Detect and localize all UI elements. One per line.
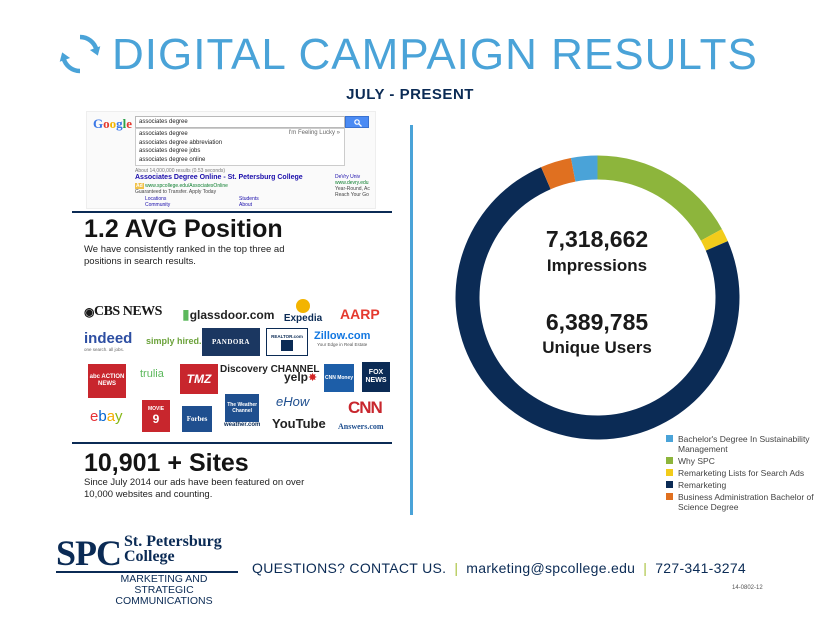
logo-fox-news: FOX NEWS xyxy=(362,362,390,392)
logo-indeed: indeed one search. all jobs. xyxy=(84,330,133,352)
logo-realtor: REALTOR.com xyxy=(266,328,308,356)
logo-cnn-money: CNN Money xyxy=(324,364,354,392)
logo-cnn: CNN xyxy=(348,398,383,417)
legend-item: Remarketing Lists for Search Ads xyxy=(666,468,816,478)
legend-swatch xyxy=(666,481,673,488)
impressions-value: 7,318,662 xyxy=(545,226,649,252)
stat-sites: 10,901 + Sites xyxy=(84,449,249,477)
vertical-divider xyxy=(410,125,413,515)
unique-users-label: Unique Users xyxy=(542,338,652,357)
legend-swatch xyxy=(666,457,673,464)
contact-phone[interactable]: 727-341-3274 xyxy=(655,560,746,576)
google-logo: Google xyxy=(93,116,133,131)
page-subtitle: JULY - PRESENT xyxy=(346,86,474,103)
donut-slice xyxy=(541,158,576,190)
refresh-icon xyxy=(59,34,101,74)
legend-item: Remarketing xyxy=(666,480,816,490)
logo-tmz: TMZ xyxy=(180,364,218,394)
stat-sites-desc: Since July 2014 our ads have been featur… xyxy=(84,477,305,500)
logo-youtube: YouTube xyxy=(272,416,326,431)
donut-slice xyxy=(570,155,598,182)
page-title: DIGITAL CAMPAIGN RESULTS xyxy=(112,30,758,79)
logo-yelp: yelp ✸ xyxy=(284,370,318,384)
logo-discovery: Discovery CHANNEL xyxy=(220,364,320,375)
spc-department: MARKETING AND STRATEGIC COMMUNICATIONS xyxy=(115,573,213,607)
spc-logo-rule xyxy=(56,571,238,573)
search-icon xyxy=(354,119,362,127)
legend-swatch xyxy=(666,469,673,476)
legend-label: Bachelor's Degree In Sustainability Mana… xyxy=(678,434,810,454)
contact-email[interactable]: marketing@spcollege.edu xyxy=(466,560,636,576)
stat-avg-position-desc: We have consistently ranked in the top t… xyxy=(84,244,285,267)
suggestion: associates degree online xyxy=(139,156,206,163)
partner-logos: ◉ CBS NEWS ▮ glassdoor.com Expedia AARP in… xyxy=(80,298,395,438)
logo-zillow: Zillow.com Your Edge in Real Estate xyxy=(314,330,371,347)
unique-users-value: 6,389,785 xyxy=(545,309,649,335)
side-ad: DeVry Univ www.devry.edu Year-Round, Ac … xyxy=(335,174,370,198)
google-suggestions: associates degree associates degree abbr… xyxy=(135,128,345,166)
contact-questions: QUESTIONS? CONTACT US. xyxy=(252,560,447,576)
logo-answers: Answers.com xyxy=(338,422,384,431)
separator: | xyxy=(643,560,648,576)
logo-aarp: AARP xyxy=(340,306,380,322)
spc-logo-name: St. Petersburg College xyxy=(124,533,222,565)
ad-badge: Ad xyxy=(135,183,144,189)
divider xyxy=(72,211,392,213)
legend-label: Why SPC xyxy=(678,456,715,466)
spc-logo-mark: SPC xyxy=(56,533,122,573)
chart-legend: Bachelor's Degree In Sustainability Mana… xyxy=(666,434,816,514)
donut-slice xyxy=(700,229,728,251)
logo-pandora: PANDORA xyxy=(202,328,260,356)
ad-description: Guaranteed to Transfer. Apply Today xyxy=(135,189,217,195)
spc-logo: SPC St. Petersburg College MARKETING AND… xyxy=(56,532,246,607)
ad-url: Ad www.spcollege.edu/AssociatesOnline xyxy=(135,183,228,189)
logo-expedia: Expedia xyxy=(284,298,322,324)
stat-avg-position: 1.2 AVG Position xyxy=(84,215,283,243)
logo-simplyhired: simply hired. xyxy=(146,336,202,346)
legend-label: Remarketing Lists for Search Ads xyxy=(678,468,805,478)
divider xyxy=(72,442,392,444)
logo-ebay: ebayebay xyxy=(90,408,123,425)
logo-cbs-news: ◉ CBS NEWS xyxy=(84,304,162,319)
feeling-lucky: I'm Feeling Lucky » xyxy=(288,130,340,136)
logo-weather-channel: The Weather Channel weather.com xyxy=(224,394,260,428)
ad-title: Associates Degree Online - St. Petersbur… xyxy=(135,174,303,181)
suggestion: associates degree abbreviation xyxy=(139,139,223,146)
logo-glassdoor: ▮ glassdoor.com xyxy=(182,306,275,322)
document-code: 14-0802-12 xyxy=(732,585,763,591)
ad-sitelinks-right: Students About xyxy=(239,196,259,208)
contact-line: QUESTIONS? CONTACT US. | marketing@spcolle… xyxy=(252,560,746,576)
logo-movie-channel: MOVIE 9 xyxy=(142,400,170,432)
logo-abc-action-news: abc ACTION NEWS xyxy=(88,364,126,398)
legend-item: Business Administration Bachelor of Scie… xyxy=(666,492,816,512)
results-count: About 14,000,000 results (0.53 seconds) xyxy=(135,168,226,174)
donut-slice xyxy=(597,155,722,241)
ad-sitelinks-left: Locations Community xyxy=(145,196,171,208)
donut-chart xyxy=(455,155,740,440)
logo-ehow: eHow xyxy=(276,394,310,409)
logo-trulia: trulia xyxy=(140,368,164,380)
header: DIGITAL CAMPAIGN RESULTS xyxy=(0,26,820,86)
legend-swatch xyxy=(666,435,673,442)
legend-item: Bachelor's Degree In Sustainability Mana… xyxy=(666,434,816,454)
google-search-button xyxy=(345,116,369,128)
separator: | xyxy=(454,560,459,576)
legend-label: Remarketing xyxy=(678,480,727,490)
google-search-screenshot: Google associates degree associates degr… xyxy=(86,111,376,209)
suggestion: associates degree xyxy=(139,131,188,137)
legend-item: Why SPC xyxy=(666,456,816,466)
logo-forbes: Forbes xyxy=(182,406,212,432)
suggestion: associates degree jobs xyxy=(139,148,201,154)
google-search-input: associates degree xyxy=(135,116,345,128)
legend-label: Business Administration Bachelor of Scie… xyxy=(678,492,814,512)
impressions-label: Impressions xyxy=(546,256,648,275)
legend-swatch xyxy=(666,493,673,500)
